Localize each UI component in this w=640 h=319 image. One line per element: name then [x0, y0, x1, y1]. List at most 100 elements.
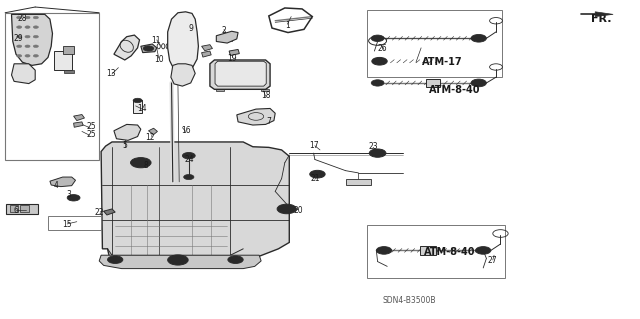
Polygon shape — [346, 179, 371, 185]
Text: 18: 18 — [261, 91, 270, 100]
Text: 4: 4 — [54, 181, 59, 189]
Circle shape — [371, 80, 384, 86]
Polygon shape — [141, 44, 157, 53]
Circle shape — [25, 26, 30, 28]
Text: 13: 13 — [106, 69, 116, 78]
Polygon shape — [74, 122, 83, 127]
Text: 11: 11 — [151, 36, 160, 45]
Polygon shape — [426, 79, 440, 87]
Polygon shape — [104, 209, 115, 215]
Bar — [20, 205, 29, 212]
Circle shape — [25, 45, 30, 48]
Circle shape — [376, 247, 392, 254]
Text: 29: 29 — [13, 34, 23, 43]
Polygon shape — [202, 45, 212, 51]
Circle shape — [471, 79, 486, 87]
Circle shape — [33, 55, 38, 57]
Circle shape — [133, 98, 142, 103]
Bar — [6, 204, 38, 214]
Polygon shape — [101, 142, 289, 265]
Circle shape — [168, 255, 188, 265]
Circle shape — [33, 26, 38, 28]
Circle shape — [108, 256, 123, 263]
Text: 21: 21 — [310, 174, 319, 183]
Circle shape — [182, 152, 195, 159]
Text: ATM-8-40: ATM-8-40 — [424, 247, 475, 257]
Bar — [54, 51, 72, 70]
Text: 17: 17 — [308, 141, 319, 150]
Text: 25: 25 — [86, 130, 96, 139]
Circle shape — [228, 256, 243, 263]
Circle shape — [310, 170, 325, 178]
Text: 27: 27 — [488, 256, 498, 265]
Circle shape — [277, 204, 296, 214]
Polygon shape — [237, 108, 275, 125]
Circle shape — [131, 158, 151, 168]
Bar — [63, 46, 74, 54]
Text: 2: 2 — [221, 26, 227, 35]
Circle shape — [67, 195, 80, 201]
Text: SDN4-B3500B: SDN4-B3500B — [383, 296, 436, 305]
Circle shape — [17, 35, 22, 38]
Text: 15: 15 — [62, 220, 72, 229]
Circle shape — [184, 174, 194, 180]
Polygon shape — [229, 49, 239, 56]
Text: P: P — [220, 71, 225, 76]
Text: 10: 10 — [154, 55, 164, 63]
Polygon shape — [12, 14, 52, 65]
Circle shape — [17, 16, 22, 19]
Circle shape — [33, 16, 38, 19]
FancyBboxPatch shape — [216, 89, 224, 91]
Text: 14: 14 — [137, 104, 147, 113]
Text: N: N — [243, 71, 248, 76]
Text: 22: 22 — [95, 208, 104, 217]
Bar — [133, 100, 142, 113]
Circle shape — [17, 26, 22, 28]
Bar — [218, 36, 224, 41]
Circle shape — [25, 35, 30, 38]
Text: 5: 5 — [122, 141, 127, 150]
Text: 23: 23 — [368, 142, 378, 151]
Polygon shape — [168, 12, 198, 72]
Circle shape — [135, 160, 147, 166]
Text: D: D — [255, 71, 260, 76]
Circle shape — [371, 35, 384, 41]
Bar — [23, 33, 40, 46]
Polygon shape — [216, 31, 238, 43]
Text: 19: 19 — [227, 54, 237, 63]
Text: 3: 3 — [67, 190, 72, 199]
Circle shape — [25, 55, 30, 57]
Polygon shape — [50, 177, 76, 187]
Circle shape — [476, 247, 491, 254]
Circle shape — [471, 34, 486, 42]
Text: 16: 16 — [180, 126, 191, 135]
FancyBboxPatch shape — [261, 89, 269, 91]
Circle shape — [17, 45, 22, 48]
Circle shape — [372, 57, 387, 65]
Polygon shape — [64, 70, 74, 73]
Text: 7: 7 — [266, 117, 271, 126]
Circle shape — [25, 16, 30, 19]
Text: 28: 28 — [18, 14, 27, 23]
Text: 12: 12 — [146, 133, 155, 142]
Text: FR.: FR. — [591, 13, 612, 24]
Circle shape — [33, 35, 38, 38]
Text: ATM-8-40: ATM-8-40 — [429, 85, 480, 95]
Circle shape — [33, 45, 38, 48]
Polygon shape — [12, 64, 35, 84]
Polygon shape — [171, 64, 195, 86]
Circle shape — [369, 149, 386, 157]
Text: 25: 25 — [86, 122, 96, 131]
Text: 26: 26 — [378, 44, 388, 53]
Bar — [10, 205, 18, 212]
Text: 1: 1 — [285, 21, 290, 30]
Text: 9: 9 — [188, 24, 193, 33]
Bar — [367, 225, 505, 278]
Text: 6: 6 — [13, 206, 19, 215]
Circle shape — [143, 46, 154, 51]
Text: ATM-17: ATM-17 — [422, 57, 463, 67]
Polygon shape — [595, 12, 613, 17]
Text: R: R — [232, 71, 237, 76]
Polygon shape — [99, 255, 261, 269]
Text: 20: 20 — [293, 206, 303, 215]
